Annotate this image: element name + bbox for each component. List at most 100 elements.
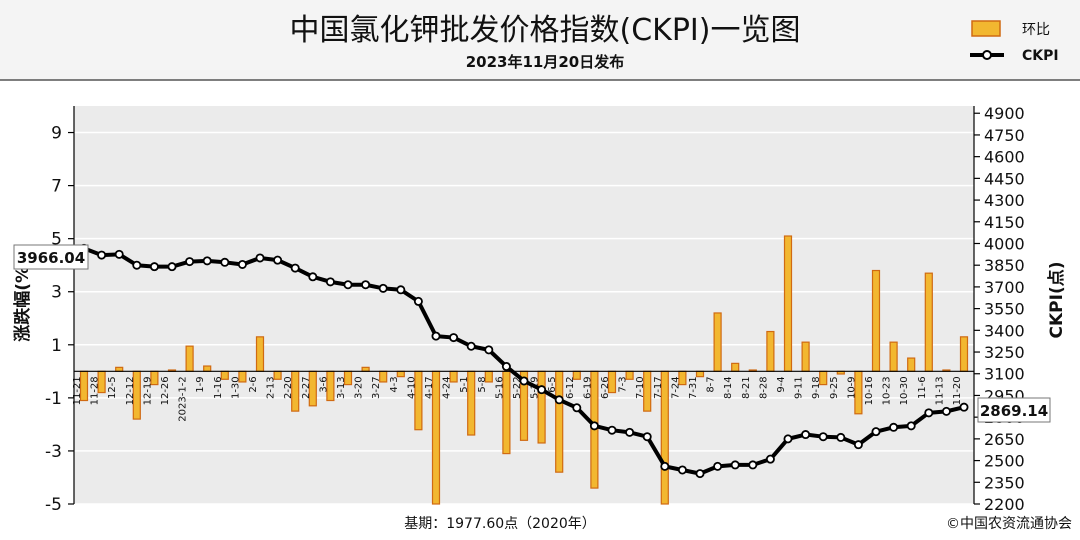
x-tick-4-17: 4-17 [424, 376, 435, 399]
start-callout-box [13, 244, 89, 270]
right-tick-label: 4300 [984, 191, 1025, 210]
line-series [79, 243, 969, 479]
x-tick-5-8: 5-8 [477, 376, 488, 392]
left-tick-label: 7 [51, 177, 62, 197]
x-tick-6-5: 6-5 [547, 376, 558, 392]
x-tick-5-1: 5-1 [459, 376, 470, 392]
x-tick-1-16: 1-16 [213, 376, 224, 399]
ckpi-point-5-29 [537, 385, 547, 395]
right-tick-label: 4150 [984, 213, 1025, 232]
ckpi-point-2-13 [273, 255, 283, 265]
x-tick-11-20: 11-20 [952, 376, 963, 405]
bar-4-3 [396, 370, 405, 378]
ckpi-point-11-28 [97, 250, 107, 260]
x-tick-1-30: 1-30 [230, 376, 241, 399]
bar-11-20 [959, 336, 969, 372]
x-tick-4-10: 4-10 [406, 376, 417, 399]
right-tick-label: 4600 [984, 148, 1025, 167]
end-callout-text: 2869.14 [980, 402, 1048, 420]
chart-subtitle: 2023年11月20日发布 [466, 53, 625, 71]
ckpi-point-1-30 [237, 259, 247, 269]
left-tick-label: -3 [45, 442, 62, 462]
ckpi-point-1-9 [202, 256, 212, 266]
ckpi-point-9-18 [818, 432, 828, 442]
ckpi-point-3-6 [325, 277, 335, 287]
right-tick-label: 4000 [984, 234, 1025, 253]
legend-line-marker [982, 50, 992, 60]
end-callout-box [977, 397, 1051, 423]
x-tick-7-10: 7-10 [635, 376, 646, 399]
left-axis-title: 涨跌幅(%) [12, 258, 33, 342]
x-tick-7-31: 7-31 [688, 376, 699, 399]
ckpi-point-11-6 [924, 408, 934, 418]
right-tick-label: 4450 [984, 169, 1025, 188]
x-tick-10-16: 10-16 [864, 376, 875, 405]
start-callout-text: 3966.04 [17, 249, 85, 267]
legend-bar-swatch [971, 20, 1001, 37]
bar-9-11 [801, 341, 810, 372]
x-tick-9-4: 9-4 [776, 376, 787, 392]
right-tick-label: 2200 [984, 495, 1025, 514]
bar-2023-1-2 [185, 345, 194, 372]
bar-7-31 [695, 370, 705, 378]
x-tick-2-20: 2-20 [283, 376, 294, 399]
x-tick-3-13: 3-13 [336, 376, 347, 399]
ckpi-point-9-25 [836, 432, 846, 442]
left-tick-label: 9 [51, 124, 62, 144]
ckpi-point-5-1 [466, 341, 476, 351]
x-tick-8-28: 8-28 [758, 376, 769, 399]
right-tick-label: 3550 [984, 300, 1025, 319]
bar-8-14 [731, 362, 740, 372]
header-background [0, 0, 1080, 80]
ckpi-point-6-5 [554, 395, 564, 405]
ckpi-point-3-20 [361, 280, 371, 290]
ckpi-point-7-10 [642, 432, 652, 442]
gridlines [74, 131, 974, 505]
ckpi-point-2-20 [290, 263, 300, 273]
x-tick-4-3: 4-3 [389, 376, 400, 392]
x-tick-3-20: 3-20 [354, 376, 365, 399]
x-tick-12-12: 12-12 [125, 376, 136, 405]
x-tick-5-22: 5-22 [512, 376, 523, 399]
x-tick-6-26: 6-26 [600, 376, 611, 399]
ckpi-point-11-20 [959, 402, 969, 412]
legend-line-label: CKPI [1022, 48, 1059, 64]
right-tick-label: 2650 [984, 430, 1025, 449]
left-tick-label: 3 [51, 283, 62, 303]
ckpi-point-7-31 [695, 469, 705, 479]
ckpi-point-7-3 [625, 427, 635, 437]
ckpi-point-5-22 [519, 376, 529, 386]
x-tick-11-28: 11-28 [90, 376, 101, 405]
legend: 环比 CKPI [970, 20, 1059, 64]
x-tick-12-19: 12-19 [142, 376, 153, 405]
ckpi-point-12-26 [167, 262, 177, 272]
right-tick-label: 4750 [984, 126, 1025, 145]
ckpi-point-8-21 [748, 460, 758, 470]
right-tick-label: 3850 [984, 256, 1025, 275]
x-tick-2-27: 2-27 [301, 376, 312, 399]
x-tick-7-17: 7-17 [653, 376, 664, 399]
left-tick-label: -5 [45, 495, 62, 515]
right-axis-ticks: 4900 4750 4600 4450 4300 4150 4000 3850 3700 3550… [974, 104, 1025, 514]
ckpi-point-9-11 [801, 430, 811, 440]
ckpi-point-2-6 [255, 253, 265, 263]
x-tick-10-30: 10-30 [899, 376, 910, 405]
x-tick-11-6: 11-6 [917, 376, 928, 399]
x-tick-9-18: 9-18 [811, 376, 822, 399]
x-tick-8-7: 8-7 [706, 376, 717, 392]
right-tick-label: 4900 [984, 104, 1025, 123]
right-tick-label: 3100 [984, 365, 1025, 384]
ckpi-point-4-10 [413, 296, 423, 306]
ckpi-point-8-7 [713, 461, 723, 471]
ckpi-point-12-19 [149, 262, 159, 272]
ckpi-point-10-30 [906, 421, 916, 431]
bar-1-9 [203, 365, 212, 372]
ckpi-point-3-27 [378, 283, 388, 293]
ckpi-point-11-13 [941, 406, 951, 416]
end-value-callout: 2869.14 [977, 397, 1051, 423]
ckpi-point-10-23 [889, 422, 899, 432]
ckpi-point-1-16 [220, 257, 230, 267]
x-tick-2023-1-2: 2023-1-2 [178, 376, 189, 421]
x-tick-12-26: 12-26 [160, 376, 171, 405]
x-tick-1-9: 1-9 [195, 376, 206, 392]
